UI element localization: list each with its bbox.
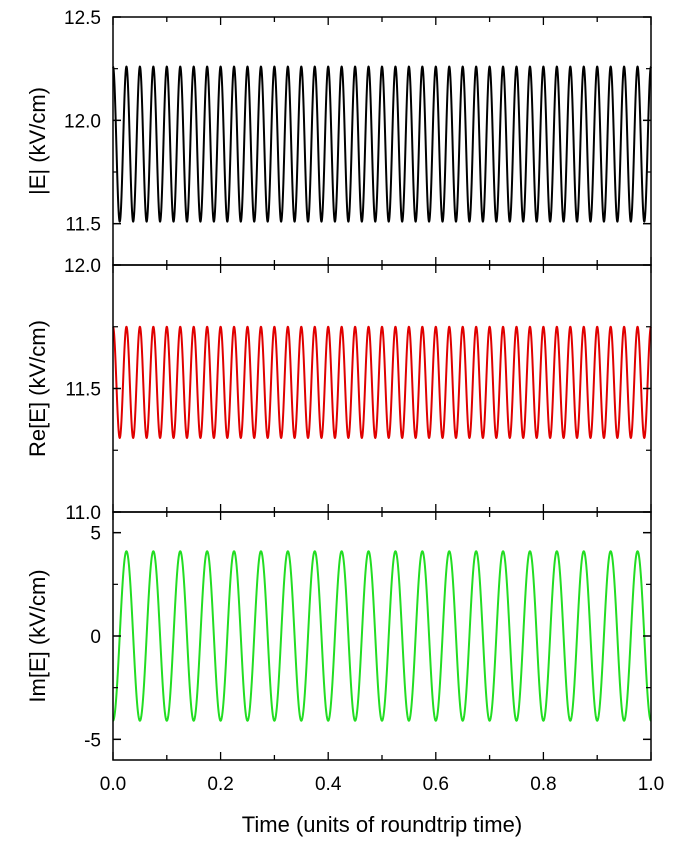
x-axis-label: Time (units of roundtrip time) <box>242 812 522 837</box>
panel-1-ytick-label: 12.0 <box>64 111 101 132</box>
panel-2-ytick-label: 11.0 <box>65 503 101 524</box>
panel-2-ytick-label: 11.5 <box>65 380 101 401</box>
panel-2-series-1-line <box>112 325 652 439</box>
panel-1-ytick-label: 11.5 <box>65 215 101 236</box>
panel-3-ylabel: Im[E] (kV/cm) <box>25 569 50 702</box>
panel-3-series-1-line <box>112 550 652 722</box>
panel-3-frame <box>112 511 652 761</box>
panel-1-ylabel: |E| (kV/cm) <box>25 87 50 195</box>
panel-1-series-1-line <box>112 65 652 223</box>
panel-3-ytick-label: 0 <box>90 627 101 648</box>
panel-2-ylabel: Re[E] (kV/cm) <box>25 320 50 457</box>
xtick-label: 0.8 <box>530 774 556 795</box>
xtick-label: 0.4 <box>315 774 342 795</box>
xtick-label: 0.2 <box>207 774 233 795</box>
panel-3-ytick-label: 5 <box>90 524 101 545</box>
panel-2-frame <box>112 264 652 513</box>
xtick-label: 0.0 <box>100 774 126 795</box>
panel-1-ytick-label: 12.5 <box>64 8 101 29</box>
panel-1-frame <box>112 16 652 266</box>
panel-3-ytick-label: -5 <box>84 730 101 751</box>
panel-2-ytick-label: 12.0 <box>64 256 101 277</box>
xtick-label: 0.6 <box>423 774 449 795</box>
xtick-label: 1.0 <box>638 774 664 795</box>
